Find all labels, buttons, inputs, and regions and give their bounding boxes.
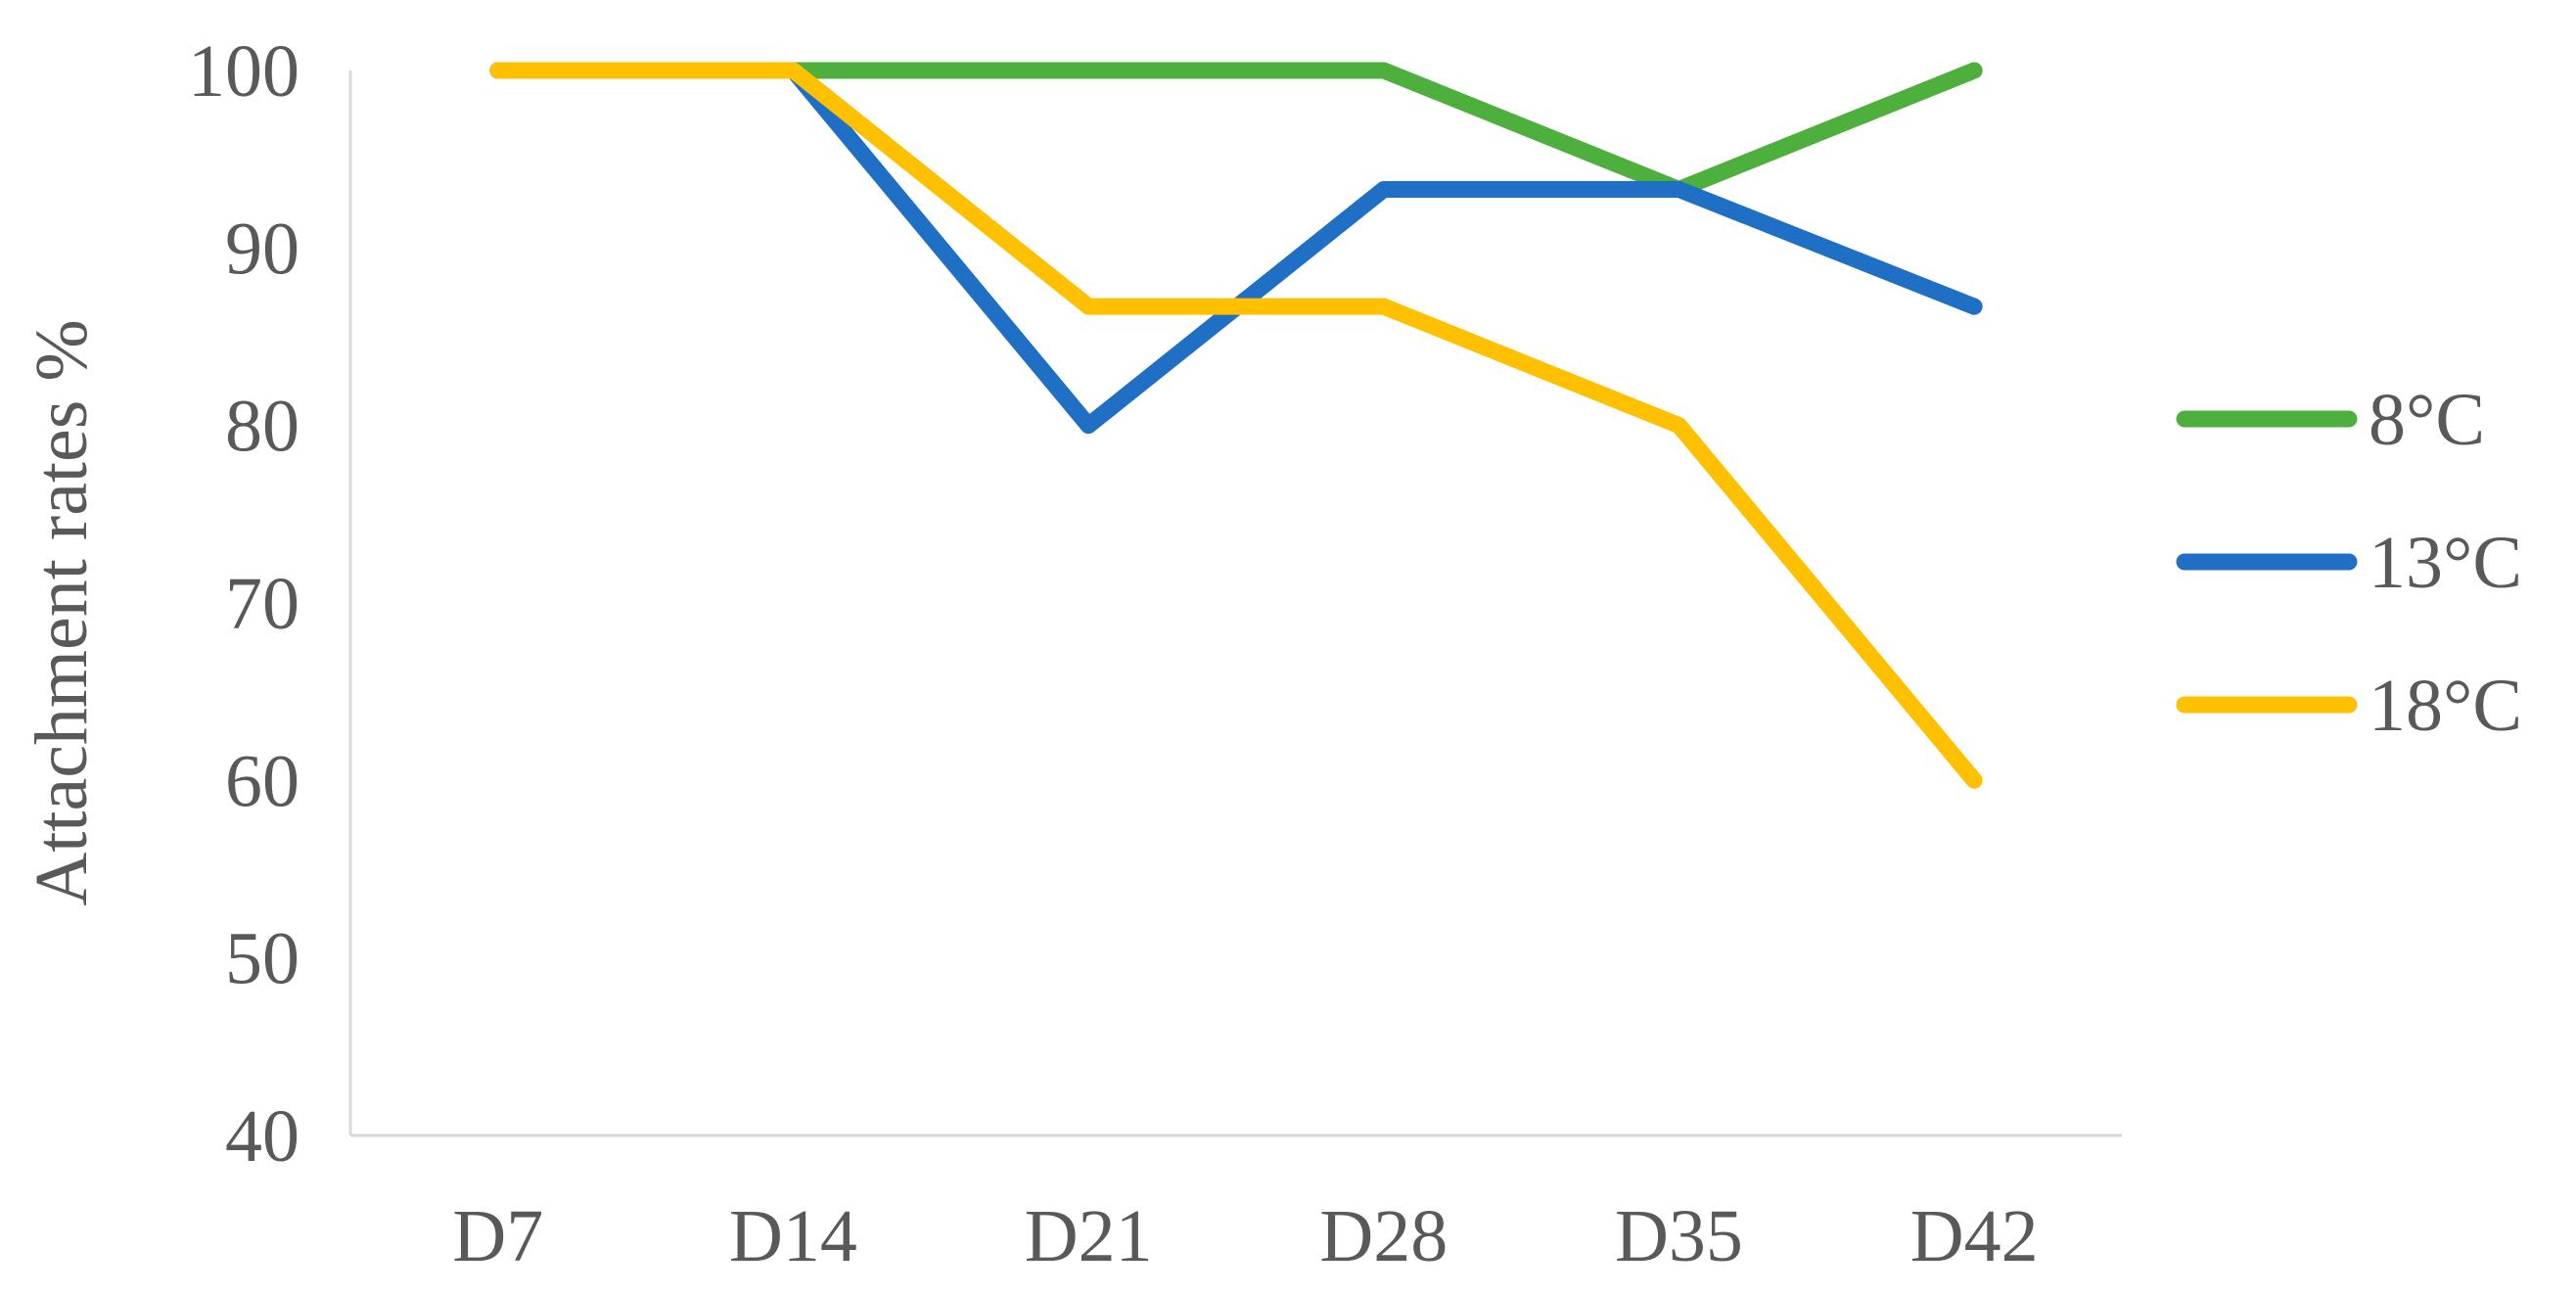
y-tick-label: 90: [225, 208, 299, 290]
y-tick-label: 80: [225, 386, 299, 468]
y-axis-title: Attachment rates %: [21, 319, 103, 905]
series-lines: [489, 62, 1983, 789]
y-tick-label: 60: [225, 740, 299, 822]
x-tick-label: D28: [1319, 1195, 1448, 1277]
y-tick-label: 70: [225, 563, 299, 645]
x-tick-label: D35: [1615, 1195, 1743, 1277]
series-line-2: [489, 62, 1983, 789]
y-tick-label: 50: [225, 918, 299, 1000]
x-tick-labels: D7 D14 D21 D28 D35 D42: [452, 1195, 2038, 1277]
series-line-0: [489, 62, 1983, 198]
series-line-1: [489, 62, 1983, 435]
legend-label: 18°C: [2369, 665, 2522, 747]
x-tick-label: D14: [729, 1195, 857, 1277]
x-tick-label: D42: [1910, 1195, 2039, 1277]
axes: [348, 70, 2122, 1137]
x-tick-label: D7: [452, 1195, 543, 1277]
x-tick-label: D21: [1025, 1195, 1153, 1277]
legend-label: 8°C: [2369, 379, 2485, 461]
y-tick-label: 40: [225, 1095, 299, 1178]
legend-label: 13°C: [2369, 522, 2522, 604]
y-tick-labels: 40 50 60 70 80 90 100: [188, 30, 299, 1178]
y-tick-label: 100: [188, 30, 299, 113]
legend: 8°C 13°C 18°C: [2176, 379, 2522, 747]
